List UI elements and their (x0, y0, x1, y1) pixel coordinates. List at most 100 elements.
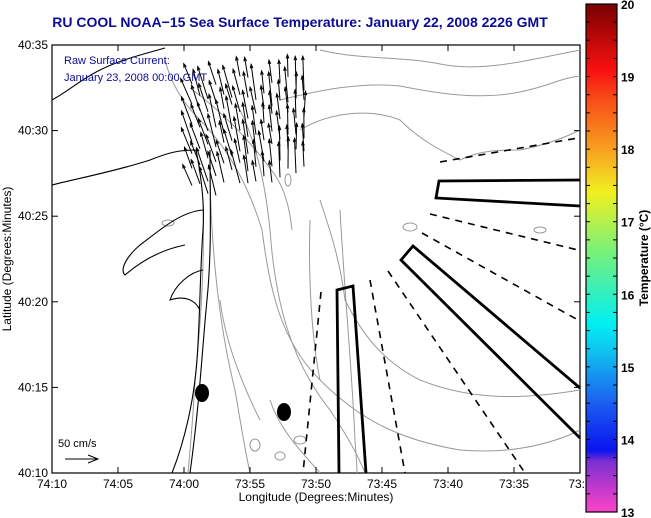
current-vector (295, 123, 298, 150)
y-tick-label: 40:35 (18, 38, 48, 52)
current-vector (243, 155, 249, 184)
current-vector-head (235, 55, 239, 61)
current-vector-head (302, 107, 306, 113)
current-vector-head (223, 112, 227, 119)
current-vector (197, 66, 209, 100)
current-vector (196, 102, 209, 132)
current-vector (225, 96, 233, 130)
current-vector-head (300, 122, 305, 128)
radar-beam-lines (302, 137, 579, 474)
current-vector (180, 127, 193, 154)
current-vector-head (225, 145, 229, 152)
current-vector-head (207, 92, 212, 99)
current-vector-head (250, 104, 255, 111)
current-vector-head (251, 138, 256, 144)
current-vector-head (224, 94, 229, 101)
scale-arrow-icon (65, 454, 100, 464)
current-vector-head (275, 92, 280, 98)
current-vector-head (267, 70, 271, 77)
current-vector-head (214, 98, 219, 105)
current-vector (232, 69, 241, 95)
plot-frame (51, 44, 581, 474)
current-vector (197, 118, 209, 145)
scale-label: 50 cm/s (58, 438, 97, 450)
current-vector-head (277, 124, 282, 131)
current-vector-head (208, 79, 213, 85)
current-vector-head (181, 95, 185, 101)
current-vector-head (233, 137, 238, 144)
current-vector (268, 160, 273, 183)
current-vector (294, 89, 297, 119)
current-vector-head (218, 119, 222, 126)
current-vector (268, 72, 273, 107)
current-vector (180, 78, 193, 105)
current-timestamp: January 23, 2008 00:00 GMT (64, 72, 207, 84)
current-vector-head (275, 109, 279, 116)
current-vector (198, 166, 209, 194)
current-vector (223, 113, 233, 141)
current-vector-head (223, 128, 227, 134)
current-vector-head (283, 85, 288, 92)
colorbar-tick-label: 13 (621, 506, 635, 518)
current-vector (225, 146, 233, 171)
current-vector-head (249, 63, 254, 69)
surface-current-vectors (180, 53, 308, 196)
current-vector (190, 104, 201, 128)
station-marker[interactable] (277, 403, 291, 421)
x-tick-label: 73:45 (367, 477, 397, 491)
current-vector (207, 151, 217, 177)
current-vector-head (283, 65, 287, 72)
current-vector (301, 123, 305, 152)
current-vector (268, 105, 273, 132)
colorbar-tick-label: 15 (621, 361, 635, 375)
x-tick-label: 73:35 (499, 477, 529, 491)
current-vector-head (222, 64, 226, 70)
current-vector (189, 123, 201, 149)
current-vector (278, 126, 281, 161)
current-vector-head (197, 65, 201, 71)
current-vector (215, 99, 225, 134)
current-vector-head (303, 89, 308, 96)
bathymetry-contours (161, 49, 581, 474)
current-vector-head (301, 140, 305, 146)
current-vector (276, 93, 281, 120)
y-tick-label: 40:10 (18, 466, 48, 480)
current-vector-head (180, 126, 185, 132)
current-vector (190, 159, 201, 185)
current-vector (286, 104, 289, 135)
colorbar-tick-label: 14 (621, 433, 635, 447)
current-vector-head (196, 101, 201, 107)
colorbar-tick-label: 20 (621, 0, 635, 12)
colorbar-tick-label: 16 (621, 288, 635, 302)
current-vector (269, 91, 273, 114)
x-tick-label: 74:05 (103, 477, 133, 491)
current-vector (301, 75, 305, 100)
current-vector (292, 108, 297, 135)
x-tick-label: 73:55 (235, 477, 265, 491)
current-vector (278, 60, 281, 83)
current-vector-head (261, 101, 265, 107)
station-marker[interactable] (195, 384, 209, 402)
current-vector-head (207, 163, 212, 170)
current-vector (262, 102, 265, 123)
current-vector (293, 138, 297, 174)
current-vector-head (293, 54, 298, 61)
current-vector (258, 131, 265, 162)
current-vector-head (259, 84, 264, 90)
current-vector (181, 111, 193, 143)
current-vector (251, 160, 257, 182)
current-vector-head (286, 135, 291, 142)
current-vector-head (234, 102, 238, 108)
colorbar (585, 3, 618, 513)
current-vector (232, 86, 241, 112)
current-vector (244, 57, 249, 78)
current-vector (215, 140, 225, 164)
current-vector (183, 63, 193, 85)
current-vector (260, 119, 265, 141)
current-vector-head (183, 62, 187, 68)
current-vector (235, 56, 241, 77)
current-vector (225, 84, 233, 105)
current-vector-head (197, 117, 202, 123)
current-vector (242, 102, 249, 137)
current-label: Raw Surface Current: (64, 55, 170, 67)
